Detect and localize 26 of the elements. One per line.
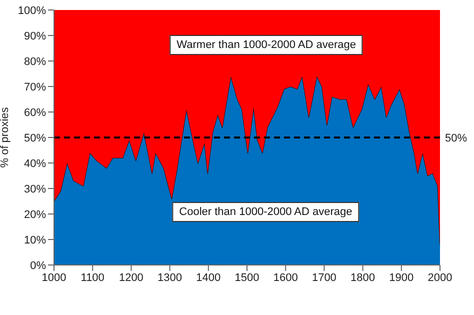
y-tick-label: 20%	[24, 208, 46, 221]
y-tick-label: 40%	[24, 158, 46, 170]
y-tick-label: 60%	[24, 106, 46, 119]
x-tick-label: 1000	[42, 272, 66, 284]
series-label: Warmer than 1000-2000 AD average	[170, 35, 364, 55]
x-tick-label: 1500	[234, 272, 260, 284]
x-tick-label: 1800	[350, 272, 376, 284]
y-tick-label: 90%	[24, 30, 46, 42]
y-tick-label: 30%	[24, 183, 46, 196]
y-tick-label: 70%	[24, 81, 46, 94]
y-tick-label: 100%	[18, 4, 46, 17]
x-tick-label: 1100	[80, 272, 104, 284]
x-tick-label: 1900	[389, 272, 414, 284]
y-tick-label: 80%	[24, 56, 46, 68]
x-tick-label: 2000	[428, 272, 452, 284]
x-tick-label: 1700	[312, 272, 336, 284]
x-tick-label: 1600	[273, 272, 298, 284]
x-tick-label: 1300	[158, 272, 182, 284]
y-tick-label: 50%	[24, 132, 46, 144]
y-tick-label: 10%	[24, 234, 46, 246]
y-tick-label: 0%	[30, 260, 46, 272]
y-axis-title: % of proxies	[0, 106, 11, 168]
x-tick-label: 1400	[196, 272, 221, 284]
ref-line-label: 50%	[445, 132, 468, 144]
series-label: Cooler than 1000-2000 AD average	[172, 202, 360, 222]
x-tick-label: 1200	[118, 272, 144, 284]
